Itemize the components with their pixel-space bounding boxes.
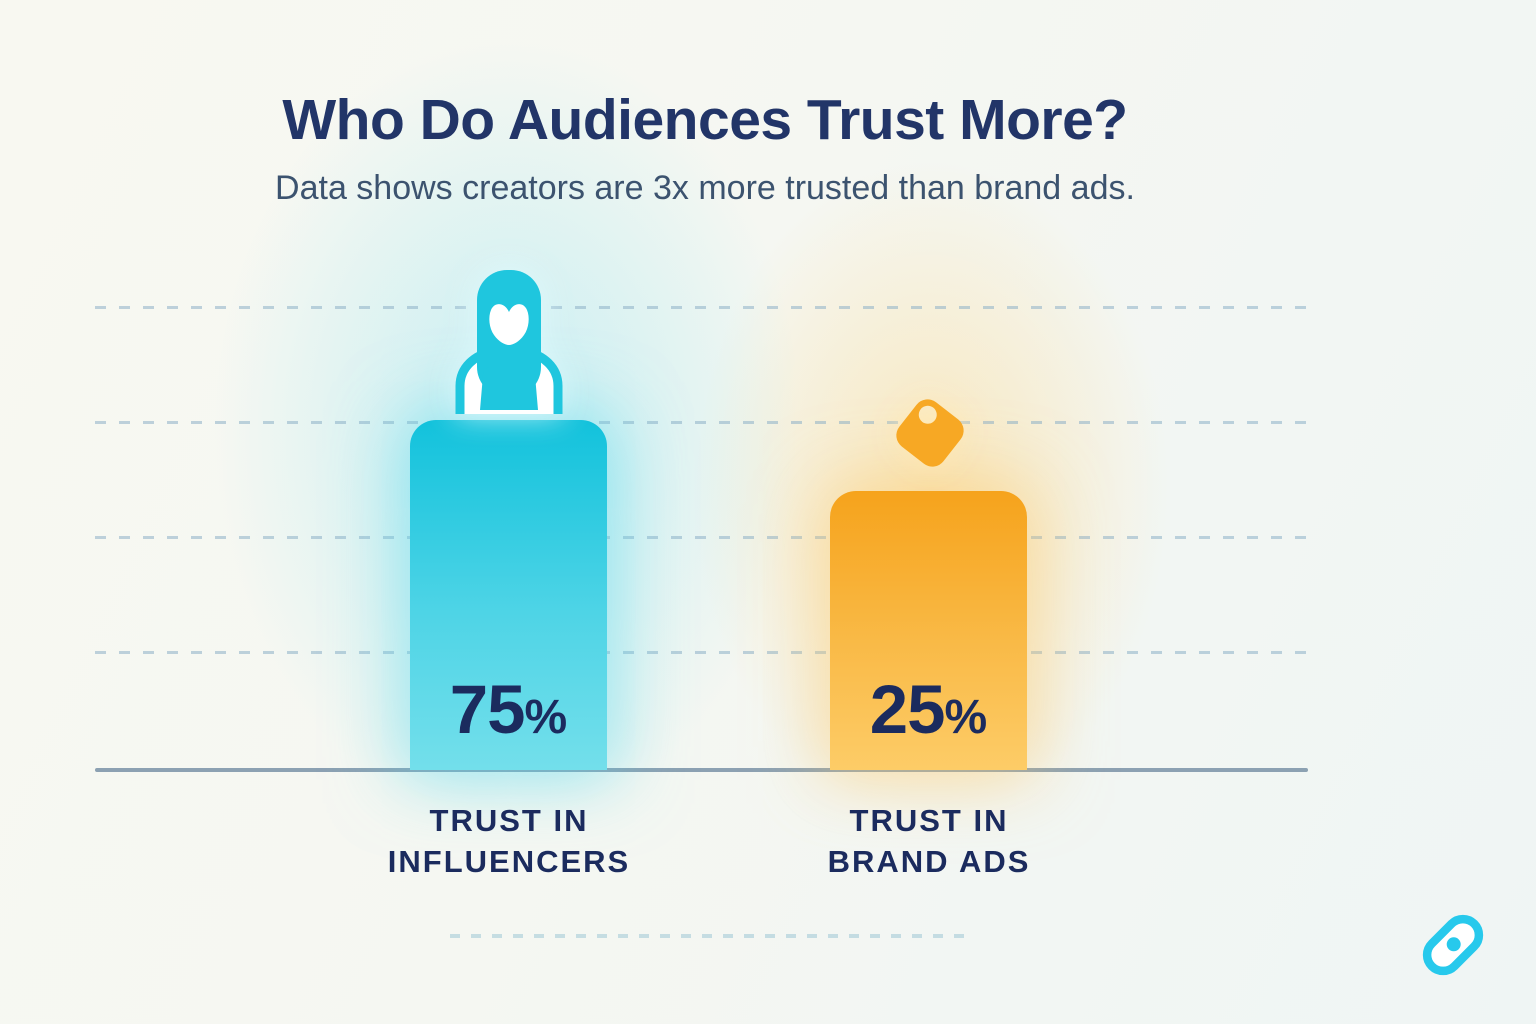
gridline (95, 536, 1310, 539)
gridline (95, 651, 1310, 654)
percent-sign: % (524, 691, 568, 744)
x-axis-line (95, 768, 1308, 772)
bar-value-number: 75 (449, 671, 526, 748)
category-label-line1: TRUST IN (849, 803, 1009, 838)
category-label-influencers: TRUST IN INFLUENCERS (299, 800, 719, 882)
bar-trust-in-brand-ads: 25% (830, 491, 1027, 770)
woman-laptop-icon (455, 270, 563, 414)
price-tag-icon (896, 399, 964, 467)
category-label-brand-ads: TRUST IN BRAND ADS (719, 800, 1139, 882)
bar-trust-in-influencers: 75% (410, 420, 607, 770)
bar-value: 75% (410, 675, 607, 744)
category-label-line2: INFLUENCERS (387, 844, 631, 879)
capsule-pill-logo-icon (1422, 914, 1484, 976)
category-label-line2: BRAND ADS (827, 844, 1031, 879)
page-title: Who Do Audiences Trust More? (282, 88, 1128, 152)
category-label-line1: TRUST IN (429, 803, 589, 838)
decorative-dashed-line (450, 934, 975, 938)
gridline (95, 421, 1310, 424)
page-subtitle: Data shows creators are 3x more trusted … (275, 169, 1135, 207)
bar-value-number: 25 (869, 671, 946, 748)
percent-sign: % (944, 691, 988, 744)
gridline (95, 306, 1310, 309)
bar-value: 25% (830, 675, 1027, 744)
